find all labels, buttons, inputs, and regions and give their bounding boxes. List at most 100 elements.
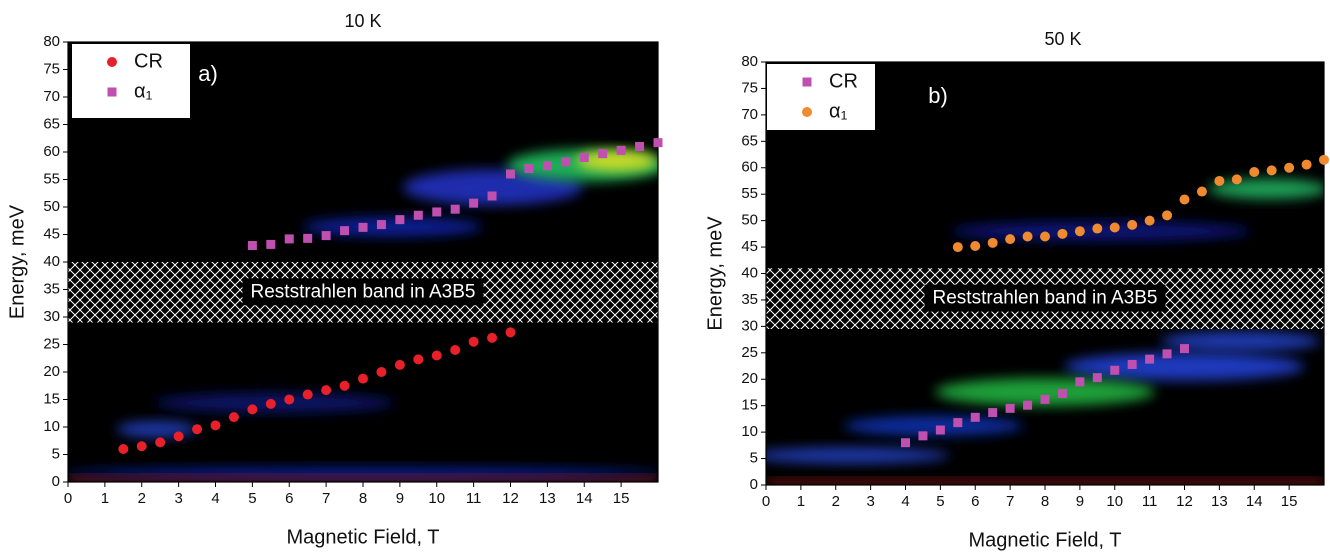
y-tick-label: 45 (43, 225, 60, 242)
x-tick-label: 6 (971, 493, 979, 510)
x-tick-label: 6 (285, 490, 293, 507)
y-tick-label: 65 (741, 132, 758, 149)
x-tick-label: 8 (359, 490, 367, 507)
band-label: Reststrahlen band in A3B5 (933, 288, 1158, 309)
heatmap-glow (116, 421, 197, 438)
band-label-bg (924, 284, 1166, 312)
marker (1005, 234, 1016, 245)
marker (1231, 174, 1242, 185)
y-tick-label: 25 (43, 335, 60, 352)
x-tick-label: 1 (101, 490, 109, 507)
marker (1110, 365, 1120, 375)
marker (376, 367, 387, 377)
legend-box (72, 44, 190, 118)
y-tick-label: 75 (43, 60, 60, 77)
legend-label: CR (134, 50, 163, 72)
y-tick-label: 35 (741, 291, 758, 308)
marker (487, 191, 497, 201)
x-tick-label: 14 (1246, 493, 1263, 510)
heatmap-glow (1064, 352, 1305, 381)
y-tick-label: 30 (43, 308, 60, 325)
marker (247, 404, 258, 415)
y-tick-label: 25 (741, 344, 758, 361)
marker (247, 241, 257, 250)
panel-label: b) (928, 83, 948, 108)
y-axis-label: Energy, meV (6, 204, 28, 319)
marker (1249, 166, 1260, 177)
y-tick-label: 5 (750, 450, 758, 467)
marker (155, 437, 166, 448)
marker (952, 242, 963, 253)
x-tick-label: 11 (1142, 493, 1158, 510)
x-tick-label: 8 (1041, 493, 1049, 510)
marker (953, 418, 963, 428)
y-tick-label: 15 (741, 397, 758, 414)
marker (635, 142, 645, 151)
y-tick-label: 75 (741, 79, 758, 96)
marker (935, 425, 945, 435)
marker (321, 385, 332, 396)
marker (1057, 389, 1067, 399)
panel-title: 10 K (344, 11, 381, 31)
marker (1040, 231, 1050, 242)
marker (266, 239, 276, 249)
y-tick-label: 40 (43, 253, 60, 270)
x-tick-label: 12 (1176, 493, 1193, 510)
y-tick-label: 60 (43, 143, 60, 160)
y-tick-label: 5 (52, 445, 60, 462)
marker (1022, 231, 1033, 242)
marker (136, 441, 147, 452)
x-tick-label: 11 (466, 490, 482, 507)
marker (413, 210, 423, 220)
x-tick-label: 1 (797, 493, 805, 510)
x-tick-label: 5 (248, 490, 256, 507)
marker (1040, 394, 1050, 404)
marker (321, 231, 331, 241)
x-axis-label: Magnetic Field, T (968, 529, 1121, 551)
y-tick-label: 65 (43, 115, 60, 132)
marker (1005, 403, 1015, 413)
y-tick-label: 45 (741, 238, 758, 255)
marker (1092, 223, 1103, 234)
marker (901, 438, 910, 448)
y-tick-label: 20 (741, 370, 758, 387)
marker (506, 169, 515, 179)
marker (802, 107, 812, 117)
marker (1145, 354, 1155, 364)
band-label-bg (242, 278, 484, 306)
y-tick-label: 0 (750, 476, 758, 493)
marker (265, 398, 276, 409)
y-tick-label: 60 (741, 159, 758, 176)
legend: CR α₁ (767, 64, 875, 130)
marker (303, 233, 313, 243)
y-tick-label: 30 (741, 317, 758, 334)
x-tick-label: 4 (901, 493, 909, 510)
x-tick-label: 15 (1281, 493, 1298, 510)
marker (970, 241, 981, 252)
band-label: Reststrahlen band in A3B5 (251, 281, 476, 302)
marker (524, 164, 534, 173)
y-tick-label: 15 (43, 390, 60, 407)
marker (542, 161, 552, 171)
marker (1057, 228, 1068, 239)
marker (210, 420, 221, 431)
marker (1284, 162, 1295, 173)
x-tick-label: 13 (1211, 493, 1228, 510)
heatmap-glow (766, 447, 950, 464)
heatmap-floor (766, 479, 1324, 485)
marker (653, 138, 663, 148)
y-tick-label: 35 (43, 280, 60, 297)
marker (579, 153, 589, 162)
x-tick-label: 15 (613, 490, 630, 507)
marker (1162, 210, 1173, 221)
y-tick-label: 70 (741, 106, 758, 123)
marker (988, 408, 998, 418)
marker (987, 237, 998, 248)
marker (1074, 226, 1085, 237)
marker (918, 431, 928, 441)
x-tick-label: 3 (866, 493, 874, 510)
marker (358, 373, 368, 384)
panel-title: 50 K (1044, 29, 1081, 49)
legend-label: α₁ (829, 100, 848, 122)
marker (173, 431, 184, 442)
